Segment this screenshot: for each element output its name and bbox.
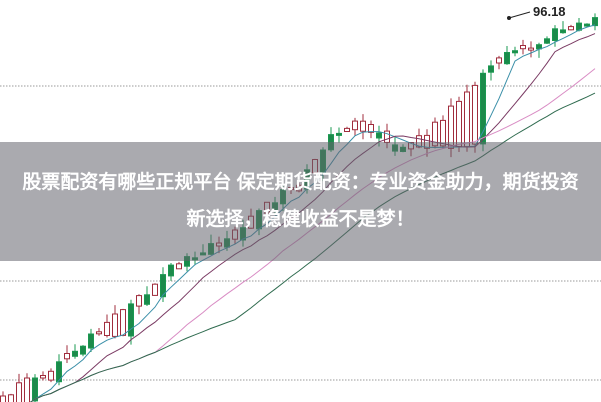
svg-text:96.18: 96.18: [533, 4, 566, 19]
